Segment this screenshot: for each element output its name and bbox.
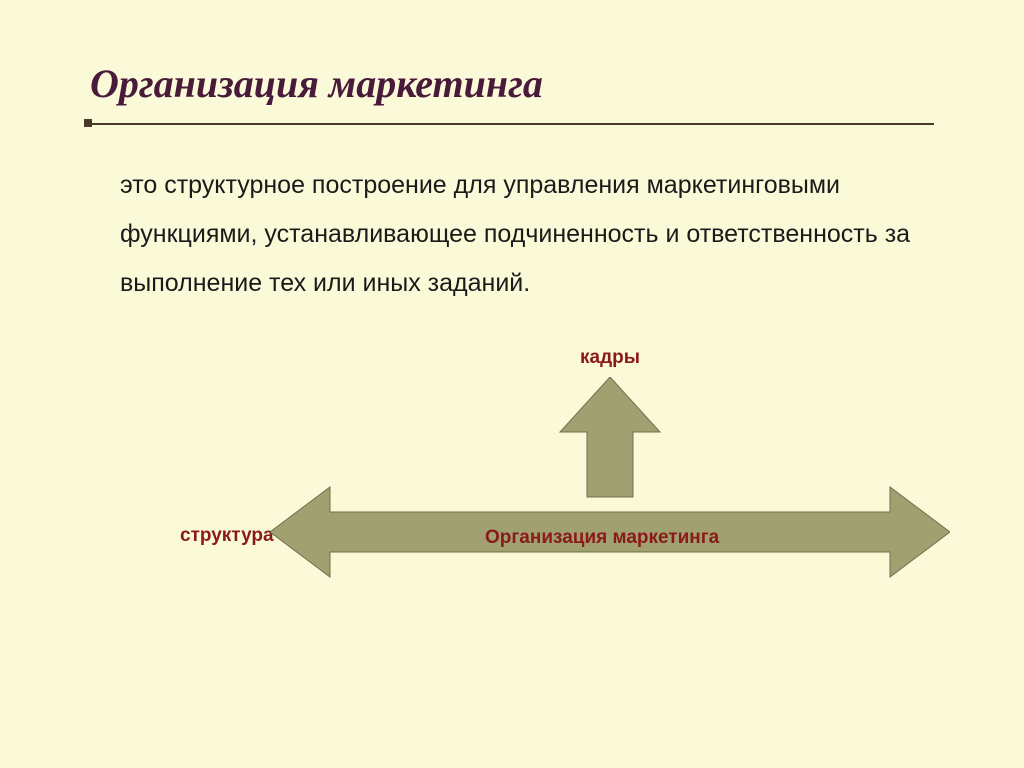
underline-bullet [84,119,92,127]
label-top: кадры [580,347,640,369]
up-arrow [560,377,660,497]
arrow-diagram: кадры структура функции Организация марк… [90,347,934,627]
body-paragraph: это структурное построение для управлени… [90,161,934,307]
slide-container: Организация маркетинга это структурное п… [0,0,1024,768]
label-left: структура [180,525,274,547]
label-center: Организация маркетинга [485,527,719,549]
arrows-svg [270,377,950,607]
slide-title: Организация маркетинга [90,60,934,107]
title-underline [90,123,934,125]
